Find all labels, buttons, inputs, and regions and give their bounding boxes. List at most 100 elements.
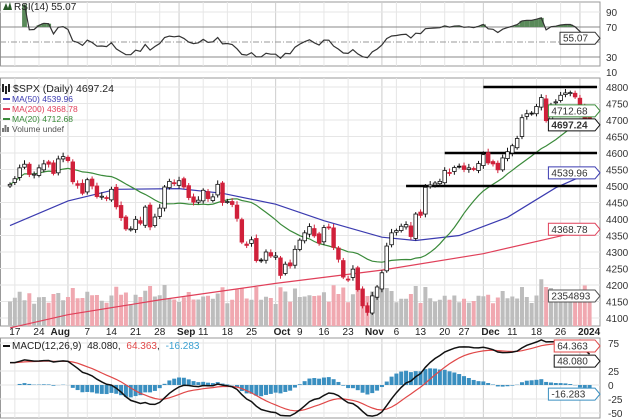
candle-body xyxy=(331,227,336,248)
candle-body xyxy=(229,201,235,205)
volume-bar xyxy=(346,302,351,326)
volume-bar xyxy=(201,296,206,326)
candle-body xyxy=(104,197,109,199)
candle-body xyxy=(162,186,167,209)
candle-body xyxy=(563,92,568,95)
macd-legend-swatch xyxy=(3,345,10,347)
macd-tick-label: 25 xyxy=(608,367,620,378)
macd-histogram-bar xyxy=(80,385,85,393)
volume-bar xyxy=(123,292,128,326)
macd-histogram-bar xyxy=(157,385,162,389)
volume-icon xyxy=(2,125,9,132)
rsi-overbought-fill xyxy=(567,24,573,27)
macd-histogram-bar xyxy=(302,381,307,385)
macd-histogram-bar xyxy=(167,380,172,385)
macd-histogram-bar xyxy=(399,371,404,385)
macd-histogram-bar xyxy=(123,385,128,397)
macd-histogram-bar xyxy=(510,385,515,386)
candle-body xyxy=(534,106,539,115)
volume-bar xyxy=(394,302,399,326)
macd-histogram-bar xyxy=(292,385,297,388)
candle-body xyxy=(7,183,13,187)
candle-body xyxy=(379,272,385,290)
macd-histogram-bar xyxy=(389,376,394,385)
volume-bar xyxy=(70,288,75,326)
volume-bar xyxy=(577,290,582,326)
macd-histogram-bar xyxy=(577,385,582,388)
candle-body xyxy=(36,167,42,176)
x-tick-label: Dec xyxy=(481,327,500,338)
macd-histogram-bar xyxy=(394,373,399,385)
candle-body xyxy=(428,184,433,188)
macd-signal-badge: 64.363 xyxy=(557,341,588,352)
volume-bar xyxy=(466,302,471,326)
candle-body xyxy=(408,225,414,237)
last-price-badge-frame xyxy=(547,118,601,132)
macd-tick-label: -25 xyxy=(608,395,623,406)
macd-histogram-bar xyxy=(476,381,481,385)
candle-body xyxy=(466,167,472,170)
macd-tick-label: 0 xyxy=(608,381,614,392)
candle-body xyxy=(471,168,476,170)
ma200-legend-swatch xyxy=(3,108,10,110)
macd-histogram-bar xyxy=(138,385,143,396)
ma200-value-badge: 4368.78 xyxy=(551,225,588,236)
macd-histogram-bar xyxy=(172,378,177,385)
macd-histogram-bar xyxy=(553,383,558,385)
x-tick-label: 20 xyxy=(439,327,451,338)
macd-histogram-bar xyxy=(235,385,240,388)
x-tick-label: 14 xyxy=(106,327,118,338)
volume-bar xyxy=(12,297,17,326)
volume-bar xyxy=(32,303,37,326)
candle-body xyxy=(249,239,254,244)
rsi-value-badge: 55.07 xyxy=(563,34,588,45)
volume-bar xyxy=(235,289,240,326)
rsi-overbought-fill xyxy=(563,24,568,27)
candle-body xyxy=(196,199,201,203)
x-tick-label: 13 xyxy=(415,327,427,338)
rsi-panel xyxy=(0,4,600,60)
macd-histogram-bar xyxy=(452,372,457,385)
price-tick-label: 4100 xyxy=(606,314,629,325)
macd-hist-badge-frame xyxy=(547,387,601,401)
rsi-overbought-fill xyxy=(36,25,42,27)
candle-body xyxy=(389,232,394,246)
macd-histogram-bar xyxy=(94,385,99,394)
macd-histogram-bar xyxy=(471,379,476,385)
macd-histogram-bar xyxy=(355,385,360,391)
macd-histogram-bar xyxy=(307,378,312,385)
candle-body xyxy=(60,156,66,160)
volume-bar xyxy=(312,296,317,326)
candle-body xyxy=(94,185,100,197)
candle-body xyxy=(51,162,56,174)
rsi-tick-label: 10 xyxy=(606,68,618,79)
macd-histogram-bar xyxy=(201,381,206,385)
candle-body xyxy=(172,182,177,185)
macd-tick-label: -50 xyxy=(608,409,623,420)
macd-histogram-bar xyxy=(22,383,27,385)
candle-body xyxy=(273,255,278,258)
candle-body xyxy=(568,92,573,95)
macd-histogram-bar xyxy=(447,371,452,385)
volume-bar xyxy=(553,300,558,326)
candle-body xyxy=(326,226,331,229)
macd-histogram-bar xyxy=(51,385,56,386)
x-tick-label: 27 xyxy=(458,327,470,338)
macd-histogram-bar xyxy=(408,372,413,385)
volume-bar xyxy=(162,285,167,326)
macd-histogram-bar xyxy=(249,385,254,394)
candle-body xyxy=(283,263,288,274)
rsi-tick-label: 70 xyxy=(606,23,618,34)
macd-histogram-bar xyxy=(341,385,346,386)
macd-histogram-bar xyxy=(529,380,534,385)
price-tick-label: 4500 xyxy=(606,182,629,193)
candle-body xyxy=(529,112,534,115)
x-tick-label: 7 xyxy=(84,327,90,338)
volume-bar xyxy=(476,295,481,326)
volume-bar xyxy=(408,294,413,326)
macd-histogram-bar xyxy=(148,385,153,393)
volume-bar xyxy=(230,299,235,326)
candle-body xyxy=(316,233,322,244)
rsi-tick-label: 30 xyxy=(606,53,618,64)
